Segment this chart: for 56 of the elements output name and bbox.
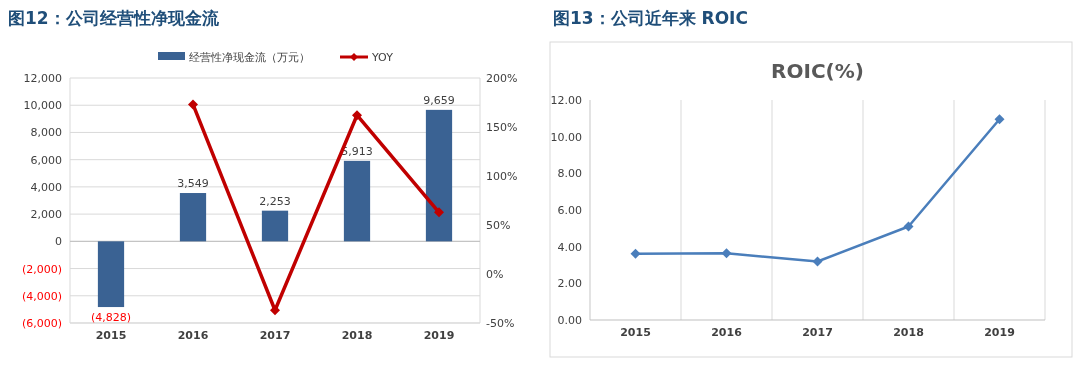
x-tick-label: 2017 [259,329,291,342]
bar [425,109,453,242]
data-label: 2,253 [259,194,291,208]
y-tick-label: 12.00 [550,94,582,107]
y-tick-label: 0.00 [557,314,582,327]
y-tick-label: (4,000) [21,289,62,303]
point [721,248,732,259]
x-tick-label: 2018 [893,326,924,339]
chart-subtitle: ROIC(%) [771,59,864,83]
bar [179,193,207,242]
y-tick-label: 8.00 [557,167,582,181]
y-tick-label: 4.00 [557,240,582,254]
x-tick-label: 2017 [802,326,833,339]
x-tick-label: 2016 [177,329,209,342]
y-tick-label: 6.00 [557,204,582,217]
y-tick-label: 10,000 [23,99,62,113]
data-label: 3,549 [177,177,209,191]
bar [343,160,371,242]
point [188,99,198,110]
data-label: (4,828) [90,311,132,325]
y-tick-label: (2,000) [21,262,62,276]
y-tick-label: 2.00 [557,277,582,291]
bar [261,210,289,242]
bar [97,241,125,308]
x-tick-label: 2015 [620,326,651,339]
y-tick-label: 12,000 [23,72,62,85]
x-tick-label: 2016 [711,326,743,339]
point [270,305,280,316]
y-tick-label: (6,000) [21,317,62,330]
y-tick-label: 6,000 [30,153,62,167]
y2-tick-label: 100% [486,170,518,183]
y-tick-label: 4,000 [30,180,62,194]
x-tick-label: 2019 [423,329,455,342]
y-tick-label: 0 [55,235,62,249]
y2-tick-label: 150% [486,121,518,134]
legend-label: 经营性净现金流（万元） [189,51,310,64]
y2-tick-label: 200% [486,72,518,85]
x-tick-label: 2018 [341,329,373,342]
y2-tick-label: 50% [486,219,511,232]
x-tick-label: 2015 [95,329,127,342]
point [630,248,641,259]
x-tick-label: 2019 [984,326,1015,339]
point [812,256,823,267]
y2-tick-label: 0% [486,268,504,281]
point [903,221,914,232]
y-tick-label: 8,000 [30,126,62,140]
point [352,110,362,121]
legend-label: YOY [371,51,394,64]
point [994,114,1005,125]
chart-title: 图12：公司经营性净现金流 [8,8,220,28]
chart-title: 图13：公司近年来 ROIC [553,8,748,28]
data-label: 9,659 [423,93,455,107]
y-tick-label: 2,000 [30,208,62,222]
point [434,207,444,218]
y-tick-label: 10.00 [550,130,582,144]
y2-tick-label: -50% [486,317,515,330]
